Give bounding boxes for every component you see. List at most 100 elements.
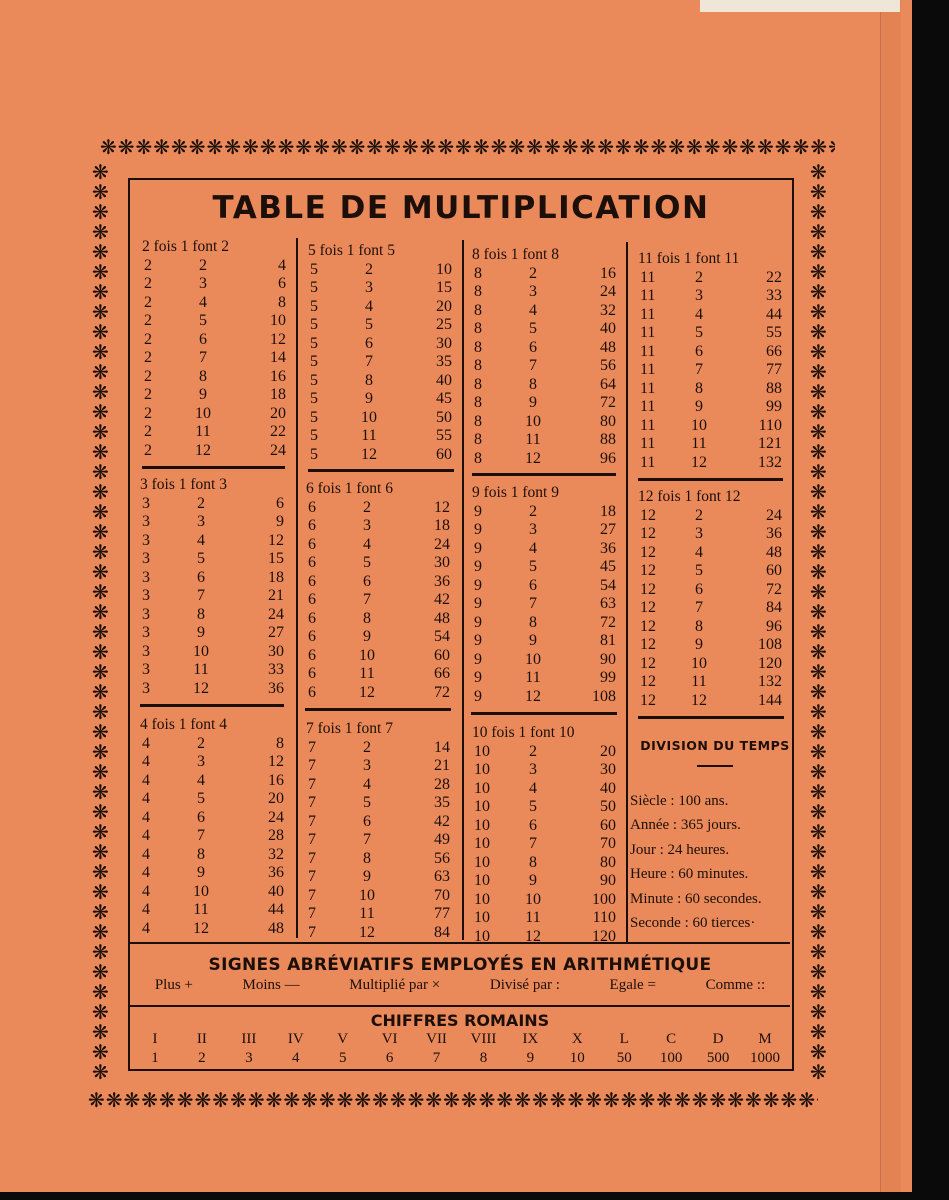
- table-cell: 5: [310, 408, 318, 426]
- table-cell: 2: [144, 312, 152, 329]
- table-cell: 18: [434, 517, 450, 534]
- table-cell: 2: [529, 742, 537, 760]
- table-cell: 7: [308, 831, 316, 848]
- table-row: 9 4 36: [472, 540, 620, 559]
- table-cell: 11: [361, 427, 377, 444]
- table-cell: 3: [142, 494, 150, 512]
- table-cell: 7: [308, 757, 316, 774]
- roman-numeral-pair: VI 6: [375, 1030, 405, 1068]
- arabic-value: 10: [569, 1050, 585, 1066]
- table-cell: 3: [142, 605, 150, 623]
- table-cell: 88: [600, 431, 616, 448]
- table-cell: 12: [434, 498, 450, 516]
- table-cell: 9: [474, 632, 482, 649]
- table-cell: 15: [436, 279, 452, 296]
- table-cell: 80: [600, 853, 616, 871]
- table-cell: 35: [436, 353, 452, 370]
- table-cell: 49: [434, 831, 450, 848]
- table-cell: 4: [363, 775, 371, 793]
- table-row: 9 8 72: [472, 614, 620, 633]
- arabic-value: 3: [245, 1050, 253, 1066]
- roman-numeral-pair: M 1000: [750, 1030, 780, 1068]
- table-cell: 3: [142, 679, 150, 697]
- table-cell: 9: [197, 624, 205, 641]
- arabic-value: 8: [479, 1050, 488, 1066]
- table-cell: 5: [529, 320, 537, 337]
- table-cell: 9: [197, 864, 205, 881]
- roman-numeral-pair: II 2: [187, 1030, 217, 1068]
- table-cell: 2: [529, 264, 537, 282]
- table-row: 6 5 30: [306, 554, 454, 573]
- table-cell: 48: [268, 919, 284, 937]
- table-cell: 12: [525, 927, 541, 945]
- table-cell: 77: [766, 361, 782, 378]
- table-cell: 12: [268, 531, 284, 549]
- table-row: 5 10 50: [308, 409, 456, 428]
- table-cell: 6: [363, 572, 371, 590]
- table-cell: 9: [363, 628, 371, 645]
- table-cell: 10: [359, 886, 375, 904]
- table-cell: 7: [365, 353, 373, 370]
- table-cell: 10: [691, 654, 707, 672]
- multiplication-table: 2 fois 1 font 2 2 2 4 2 3 6 2 4 8 2 5 10 2 6 12 2 7 14 2 8 16…: [142, 238, 290, 460]
- table-cell: 3: [199, 275, 207, 292]
- page-corner: [700, 0, 900, 12]
- table-cell: 84: [434, 923, 450, 941]
- roman-numeral-pair: VII 7: [422, 1030, 452, 1068]
- table-row: 5 2 10: [308, 261, 456, 280]
- table-row: 11 11 121: [638, 435, 786, 454]
- table-cell: 6: [308, 517, 316, 534]
- table-cell: 4: [142, 901, 150, 918]
- table-row: 11 10 110: [638, 417, 786, 436]
- roman-numeral: X: [571, 1031, 583, 1047]
- arabic-value: 7: [432, 1050, 441, 1066]
- table-cell: 20: [270, 404, 286, 422]
- table-row: 8 4 32: [472, 302, 620, 321]
- sign-item: Moins —: [242, 977, 300, 993]
- table-row: 9 2 18: [472, 503, 620, 522]
- roman-numeral-pair: X 10: [562, 1030, 592, 1068]
- table-cell: 5: [197, 550, 205, 567]
- table-row: 10 6 60: [472, 817, 620, 836]
- table-row: 2 2 4: [142, 257, 290, 276]
- table-row: 8 11 88: [472, 431, 620, 450]
- table-cell: 10: [474, 761, 490, 778]
- table-cell: 11: [193, 661, 209, 678]
- table-cell: 6: [308, 665, 316, 682]
- table-cell: 14: [270, 349, 286, 366]
- table-cell: 22: [766, 268, 782, 286]
- table-cell: 11: [195, 423, 211, 440]
- table-cell: 30: [434, 554, 450, 571]
- table-cell: 7: [308, 886, 316, 904]
- table-cell: 9: [529, 632, 537, 649]
- table-cell: 3: [695, 287, 703, 304]
- table-cell: 3: [142, 624, 150, 641]
- table-cell: 5: [695, 324, 703, 341]
- table-row: 4 8 32: [140, 846, 288, 865]
- table-row: 10 12 120: [472, 928, 620, 947]
- table-row: 8 12 96: [472, 450, 620, 469]
- table-cell: 2: [144, 293, 152, 311]
- table-row: 4 7 28: [140, 827, 288, 846]
- table-cell: 11: [640, 453, 656, 471]
- table-row: 10 5 50: [472, 798, 620, 817]
- table-row: 4 11 44: [140, 901, 288, 920]
- table-cell: 10: [474, 853, 490, 871]
- table-cell: 11: [640, 287, 656, 304]
- table-row: 6 6 36: [306, 573, 454, 592]
- table-cell: 4: [365, 297, 373, 315]
- table-cell: 7: [197, 587, 205, 604]
- table-cell: 12: [640, 562, 656, 579]
- table-cell: 7: [308, 849, 316, 867]
- table-cell: 6: [197, 568, 205, 586]
- column-divider: [626, 242, 628, 942]
- table-cell: 48: [766, 543, 782, 561]
- table-cell: 9: [474, 576, 482, 594]
- table-cell: 70: [600, 835, 616, 852]
- table-cell: 25: [436, 316, 452, 333]
- roman-numeral: VII: [426, 1031, 447, 1047]
- table-cell: 5: [529, 798, 537, 815]
- table-row: 4 12 48: [140, 920, 288, 939]
- table-header: 8 fois 1 font 8: [472, 246, 559, 263]
